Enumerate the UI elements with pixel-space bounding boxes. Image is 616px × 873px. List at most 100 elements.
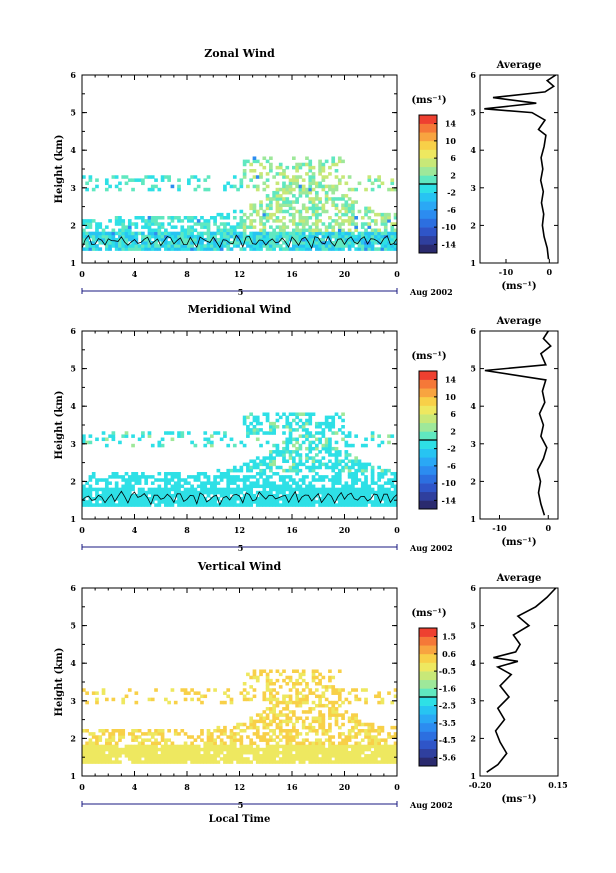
heatmap-cell bbox=[347, 475, 352, 479]
heatmap-cell bbox=[347, 716, 352, 720]
heatmap-cell bbox=[292, 462, 296, 467]
heatmap-cell bbox=[104, 247, 109, 251]
colorbar-swatch bbox=[419, 714, 437, 724]
heatmap-cell bbox=[393, 475, 398, 479]
heatmap-cell bbox=[262, 757, 267, 761]
heatmap-cell bbox=[380, 697, 385, 702]
heatmap-cell bbox=[321, 241, 326, 245]
heatmap-cell bbox=[387, 234, 391, 239]
heatmap-cell bbox=[141, 434, 145, 438]
heatmap-cell bbox=[144, 234, 149, 239]
heatmap-cell bbox=[157, 478, 162, 482]
heatmap-cell bbox=[216, 490, 221, 495]
heatmap-cell bbox=[272, 738, 276, 742]
heatmap-cell bbox=[111, 747, 116, 752]
heatmap-cell bbox=[331, 187, 336, 192]
heatmap-cell bbox=[308, 741, 313, 746]
heatmap-cell bbox=[314, 443, 319, 448]
heatmap-cell bbox=[298, 237, 303, 242]
heatmap-cell bbox=[269, 425, 273, 429]
heatmap-cell bbox=[124, 431, 129, 435]
heatmap-cell bbox=[118, 247, 122, 251]
heatmap-cell bbox=[150, 732, 155, 736]
heatmap-cell bbox=[95, 754, 99, 758]
heatmap-cell bbox=[262, 165, 267, 170]
heatmap-cell bbox=[324, 231, 329, 236]
heatmap-cell bbox=[141, 431, 145, 435]
heatmap-cell bbox=[262, 212, 267, 217]
heatmap-cell bbox=[324, 234, 329, 239]
heatmap-cell bbox=[288, 750, 293, 755]
heatmap-cell bbox=[272, 703, 276, 708]
heatmap-cell bbox=[305, 685, 309, 689]
heatmap-cell bbox=[357, 719, 362, 724]
heatmap-cell bbox=[285, 231, 290, 236]
heatmap-cell bbox=[239, 497, 244, 501]
heatmap-cell bbox=[164, 237, 168, 242]
heatmap-cell bbox=[85, 234, 89, 239]
heatmap-cell bbox=[269, 700, 273, 705]
heatmap-cell bbox=[114, 757, 119, 761]
heatmap-cell bbox=[124, 247, 129, 251]
heatmap-cell bbox=[272, 750, 276, 755]
heatmap-cell bbox=[314, 194, 319, 198]
heatmap-cell bbox=[114, 216, 119, 220]
heatmap-cell bbox=[314, 234, 319, 239]
heatmap-cell bbox=[259, 757, 263, 761]
heatmap-cell bbox=[278, 700, 283, 705]
heatmap-cell bbox=[265, 194, 270, 198]
heatmap-cell bbox=[367, 175, 372, 179]
heatmap-cell bbox=[292, 428, 296, 432]
heatmap-cell bbox=[282, 197, 286, 201]
heatmap-cell bbox=[377, 503, 381, 507]
heatmap-cell bbox=[154, 234, 158, 239]
heatmap-cell bbox=[311, 172, 316, 176]
heatmap-cell bbox=[265, 178, 270, 182]
heatmap-cell bbox=[170, 431, 175, 435]
heatmap-cell bbox=[242, 481, 247, 485]
y-tick-label: 2 bbox=[70, 220, 76, 230]
heatmap-cell bbox=[183, 741, 188, 746]
heatmap-cell bbox=[305, 209, 309, 214]
heatmap-cell bbox=[249, 744, 254, 749]
heatmap-cell bbox=[200, 484, 204, 489]
heatmap-cell bbox=[137, 437, 142, 442]
heatmap-cell bbox=[282, 203, 286, 207]
heatmap-cell bbox=[393, 503, 398, 507]
heatmap-cell bbox=[124, 490, 129, 495]
heatmap-cell bbox=[252, 475, 257, 479]
heatmap-cell bbox=[269, 203, 273, 207]
heatmap-cell bbox=[347, 493, 352, 498]
heatmap-cell bbox=[334, 472, 339, 476]
heatmap-cell bbox=[190, 475, 194, 479]
heatmap-cell bbox=[282, 172, 286, 176]
heatmap-cell bbox=[157, 484, 162, 489]
heatmap-cell bbox=[377, 247, 381, 251]
heatmap-cell bbox=[98, 744, 103, 749]
heatmap-cell bbox=[331, 234, 336, 239]
heatmap-cell bbox=[278, 744, 283, 749]
heatmap-cell bbox=[324, 225, 329, 229]
heatmap-cell bbox=[200, 490, 204, 495]
colorbar-swatch bbox=[419, 388, 437, 398]
heatmap-cell bbox=[341, 754, 345, 758]
heatmap-cell bbox=[252, 481, 257, 485]
heatmap-cell bbox=[351, 688, 355, 692]
heatmap-cell bbox=[341, 437, 345, 442]
heatmap-cell bbox=[101, 497, 106, 501]
heatmap-cell bbox=[314, 716, 319, 720]
heatmap-cell bbox=[209, 244, 214, 248]
heatmap-cell bbox=[242, 162, 247, 167]
heatmap-cell bbox=[82, 484, 86, 489]
heatmap-cell bbox=[104, 503, 109, 507]
heatmap-cell bbox=[334, 244, 339, 248]
x-tick-label: 0 bbox=[394, 525, 400, 535]
heatmap-cell bbox=[328, 722, 332, 727]
heatmap-cell bbox=[265, 757, 270, 761]
heatmap-cell bbox=[344, 209, 349, 214]
heatmap-cell bbox=[137, 481, 142, 485]
heatmap-cell bbox=[318, 738, 322, 742]
heatmap-cell bbox=[118, 216, 122, 220]
heatmap-cell bbox=[177, 178, 181, 182]
